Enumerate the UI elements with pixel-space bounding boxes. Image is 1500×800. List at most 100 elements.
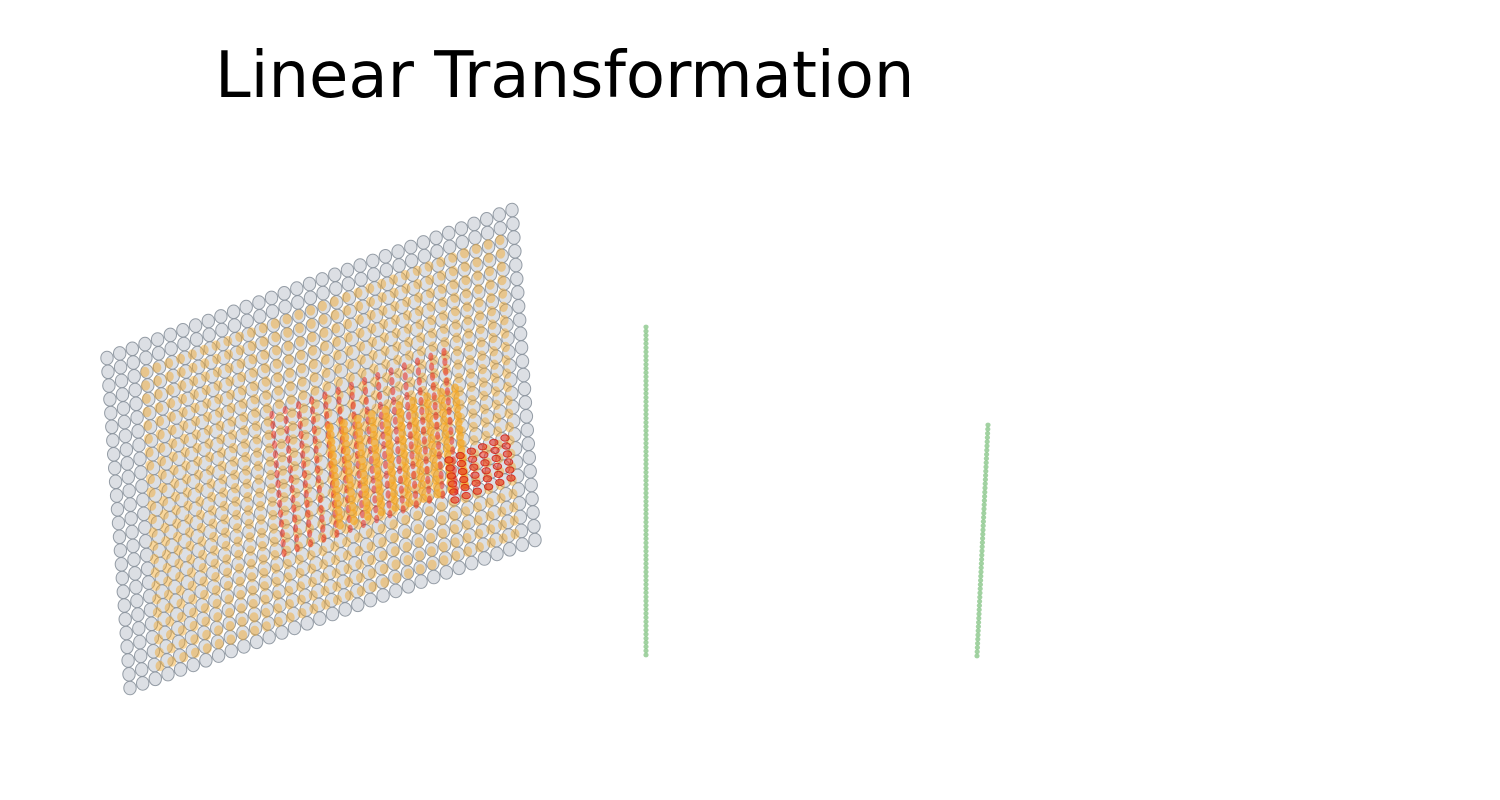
highlight-block-dot (398, 428, 407, 439)
vertical-line-2-dot (985, 426, 991, 432)
middle-layer-dot (467, 395, 477, 406)
middle-layer-dot (172, 518, 182, 529)
middle-layer-dot (217, 447, 226, 458)
highlight-block-dot (340, 425, 349, 436)
highlight-block-dot (372, 451, 380, 461)
input-grid-dot (302, 276, 317, 292)
middle-layer-dot (197, 536, 207, 547)
highlight-block-dot (363, 511, 372, 521)
input-grid-dot (214, 309, 228, 324)
input-grid-dot (510, 271, 524, 287)
middle-layer-dot (413, 510, 423, 521)
highlight-block-dot (405, 498, 414, 508)
middle-layer-dot (366, 541, 376, 552)
highlight-block-dot (454, 418, 463, 428)
kernel-layer-dot (385, 490, 391, 499)
input-grid-dot (109, 488, 124, 503)
highlight-block-dot (383, 426, 392, 436)
middle-layer-dot (190, 634, 200, 645)
middle-layer-dot (146, 487, 156, 498)
output-block-dot (479, 451, 489, 459)
input-grid-dot (443, 239, 457, 255)
middle-layer-dot (238, 630, 248, 641)
middle-layer-dot (365, 283, 375, 294)
vertical-line-1-dot (643, 474, 649, 479)
vertical-line-1-dot (643, 598, 649, 604)
kernel-layer-dot (336, 396, 342, 405)
highlight-block-dot (328, 444, 337, 454)
middle-layer-dot (379, 550, 388, 561)
vertical-line-1-dot (643, 490, 649, 496)
middle-layer-dot (402, 310, 412, 321)
vertical-line-2-dot (984, 447, 990, 453)
middle-layer-dot (247, 572, 257, 583)
highlight-block-dot (346, 481, 355, 491)
input-grid-dot (237, 639, 251, 654)
middle-layer-dot (205, 451, 215, 463)
middle-layer-dot (509, 502, 519, 513)
middle-layer-dot (392, 341, 402, 352)
kernel-layer-dot (286, 455, 293, 464)
middle-layer-dot (296, 581, 306, 592)
input-grid-dot (124, 511, 138, 526)
middle-layer-dot (368, 336, 378, 348)
highlight-block-dot (348, 502, 357, 512)
kernel-layer-dot (301, 470, 308, 479)
middle-layer-dot (450, 292, 460, 303)
input-grid-dot (287, 620, 302, 636)
middle-layer-dot (354, 545, 364, 557)
vertical-line-2-dot (975, 632, 981, 638)
middle-layer-dot (343, 332, 353, 343)
middle-layer-dot (440, 337, 450, 348)
highlight-block-dot (424, 406, 433, 416)
highlight-block-dot (426, 426, 435, 437)
highlight-block-dot (415, 452, 423, 462)
vertical-line-1-dot (643, 478, 649, 483)
vertical-line-1-dot (643, 569, 649, 575)
middle-layer-dot (508, 488, 518, 500)
middle-layer-dot (176, 353, 185, 364)
kernel-layer-dot (301, 460, 307, 469)
middle-layer-dot (356, 572, 365, 583)
vertical-line-1-dot (643, 436, 649, 442)
vertical-line-2-dot (980, 536, 986, 541)
middle-layer-dot (148, 527, 158, 538)
middle-layer-dot (285, 612, 295, 623)
middle-layer-dot (178, 393, 187, 405)
middle-layer-dot (201, 371, 210, 382)
input-grid-dot (253, 309, 267, 324)
kernel-layer-dot (436, 451, 442, 460)
middle-layer-dot (294, 309, 304, 320)
vertical-line-1-dot (643, 486, 649, 492)
output-block-dot (500, 434, 510, 442)
middle-layer-dot (148, 513, 157, 525)
highlight-block-dot (326, 430, 335, 440)
middle-layer-dot (329, 296, 339, 307)
output-block-dot (501, 442, 511, 450)
output-block (444, 434, 516, 504)
middle-layer-dot (378, 537, 388, 548)
input-grid-dot (121, 653, 135, 668)
output-block-dot (459, 475, 469, 484)
middle-layer-dot (213, 612, 223, 623)
vertical-line-1-dot (643, 586, 649, 591)
middle-layer-dot (321, 599, 331, 610)
vertical-line-1-dot (643, 357, 649, 363)
output-block-dot (489, 438, 499, 447)
middle-layer-dot (333, 376, 343, 387)
kernel-layer-dot (292, 514, 298, 523)
vertical-line-1-dot (643, 619, 649, 625)
input-grid-dot (508, 244, 522, 259)
kernel-layer-dot (377, 391, 383, 401)
middle-layer-dot (260, 362, 270, 374)
vertical-line-1-dot (643, 324, 649, 330)
middle-layer-dot (278, 465, 288, 476)
middle-layer-dot (208, 518, 218, 529)
kernel-layer-dot (392, 416, 398, 425)
vertical-line-1-dot (643, 370, 649, 376)
middle-layer-dot (401, 514, 411, 526)
vertical-line-1-dot (643, 528, 649, 533)
middle-layer-dot (487, 319, 497, 330)
middle-layer-dot (147, 500, 157, 511)
input-grid-dot (520, 422, 534, 438)
